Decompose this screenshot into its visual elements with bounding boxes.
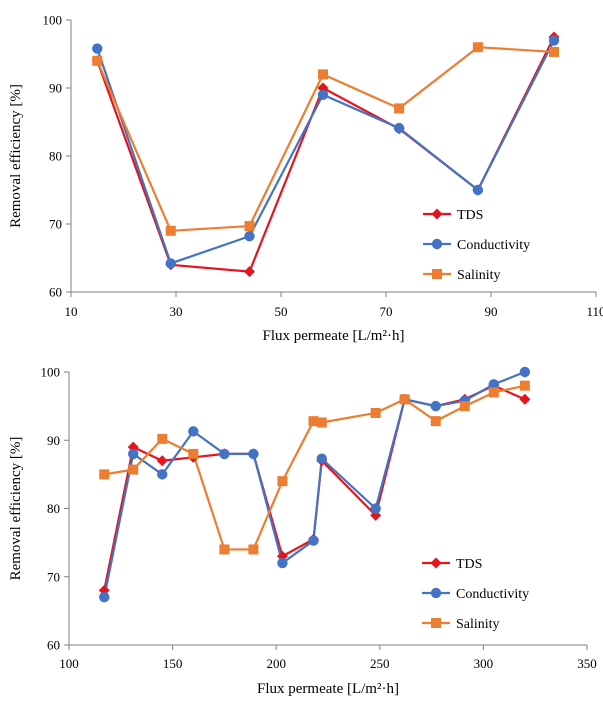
x-axis-title: Flux permeate [L/m²·h] <box>257 681 399 697</box>
x-tick-label: 250 <box>370 656 390 671</box>
legend-label-salinity: Salinity <box>457 268 501 283</box>
data-point-conductivity <box>317 89 329 101</box>
data-point-salinity <box>459 401 470 412</box>
y-tick-label: 60 <box>49 285 62 300</box>
data-point-salinity <box>157 433 168 444</box>
data-point-conductivity <box>519 366 531 378</box>
data-point-conductivity <box>219 448 230 460</box>
data-point-conductivity <box>157 469 168 480</box>
y-tick-label: 90 <box>47 433 60 448</box>
data-point-tds <box>244 266 255 278</box>
data-point-salinity <box>92 55 103 66</box>
data-point-salinity <box>318 69 328 80</box>
data-point-conductivity <box>316 453 327 464</box>
data-point-conductivity <box>99 592 110 603</box>
data-point-salinity <box>165 225 176 236</box>
x-tick-label: 30 <box>170 304 183 319</box>
data-point-conductivity <box>277 557 288 569</box>
data-point-salinity <box>488 387 499 398</box>
x-tick-label: 200 <box>266 656 286 671</box>
x-tick-label: 110 <box>586 304 603 319</box>
x-tick-label: 10 <box>65 304 78 319</box>
data-point-conductivity <box>128 448 139 460</box>
legend-label-salinity: Salinity <box>456 617 500 632</box>
x-tick-label: 100 <box>59 656 79 671</box>
y-tick-label: 60 <box>47 638 60 653</box>
data-point-salinity <box>219 544 230 555</box>
data-point-salinity <box>370 407 381 418</box>
data-point-conductivity <box>472 184 484 196</box>
legend-marker-tds <box>431 208 443 220</box>
x-tick-label: 300 <box>474 656 494 671</box>
legend-label-conductivity: Conductivity <box>456 587 529 602</box>
data-point-conductivity <box>430 400 441 412</box>
data-point-conductivity <box>92 43 103 54</box>
data-point-conductivity <box>188 426 199 437</box>
x-tick-label: 50 <box>275 304 288 319</box>
y-tick-label: 70 <box>47 569 60 584</box>
data-point-conductivity <box>370 503 381 514</box>
legend-label-tds: TDS <box>456 557 482 572</box>
data-point-conductivity <box>488 379 499 390</box>
data-point-salinity <box>248 544 259 555</box>
data-point-conductivity <box>165 258 176 269</box>
data-point-tds <box>519 393 531 405</box>
legend-label-tds: TDS <box>457 208 483 223</box>
legend-marker-salinity <box>431 618 441 628</box>
x-tick-label: 350 <box>577 656 597 671</box>
legend-label-conductivity: Conductivity <box>457 238 530 253</box>
y-tick-label: 70 <box>49 217 62 232</box>
data-point-salinity <box>472 42 483 53</box>
data-point-salinity <box>277 476 288 487</box>
y-tick-label: 90 <box>49 81 62 96</box>
data-point-salinity <box>430 416 441 427</box>
data-point-conductivity <box>244 231 255 242</box>
data-point-salinity <box>519 380 530 391</box>
data-point-salinity <box>394 103 405 114</box>
legend-marker-salinity <box>432 269 442 279</box>
y-tick-label: 80 <box>49 149 62 164</box>
data-point-tds <box>156 455 168 467</box>
legend: TDS Conductivity Salinity <box>413 546 567 640</box>
data-point-conductivity <box>548 35 560 46</box>
data-point-salinity <box>188 448 199 459</box>
data-point-salinity <box>308 416 319 427</box>
data-point-salinity <box>316 417 327 428</box>
y-tick-label: 100 <box>43 13 63 28</box>
data-point-conductivity <box>308 535 319 546</box>
legend-marker-conductivity <box>431 238 443 250</box>
x-tick-label: 150 <box>163 656 183 671</box>
legend-marker-tds <box>430 557 442 569</box>
x-axis-title: Flux permeate [L/m²·h] <box>263 328 405 344</box>
legend-marker-conductivity <box>430 587 442 599</box>
chart-1: 60 70 80 90 100 10 30 50 70 90 110 Flux permeate [L… <box>8 13 603 345</box>
y-axis-title: Removal efficiency [%] <box>8 437 24 581</box>
data-point-salinity <box>99 469 110 480</box>
data-point-salinity <box>549 46 559 57</box>
data-point-salinity <box>128 464 139 475</box>
y-tick-label: 80 <box>47 501 60 516</box>
chart-2: 60 70 80 90 100 100 150 200 250 300 350 Flux permea… <box>8 365 597 698</box>
legend: TDS Conductivity Salinity <box>414 197 566 289</box>
x-tick-label: 70 <box>380 304 393 319</box>
data-point-salinity <box>244 221 255 232</box>
data-point-salinity <box>399 394 410 405</box>
x-tick-label: 90 <box>485 304 498 319</box>
y-axis-title: Removal efficiency [%] <box>8 84 24 228</box>
data-point-conductivity <box>248 448 259 460</box>
y-tick-label: 100 <box>41 365 61 380</box>
data-point-conductivity <box>393 122 405 134</box>
